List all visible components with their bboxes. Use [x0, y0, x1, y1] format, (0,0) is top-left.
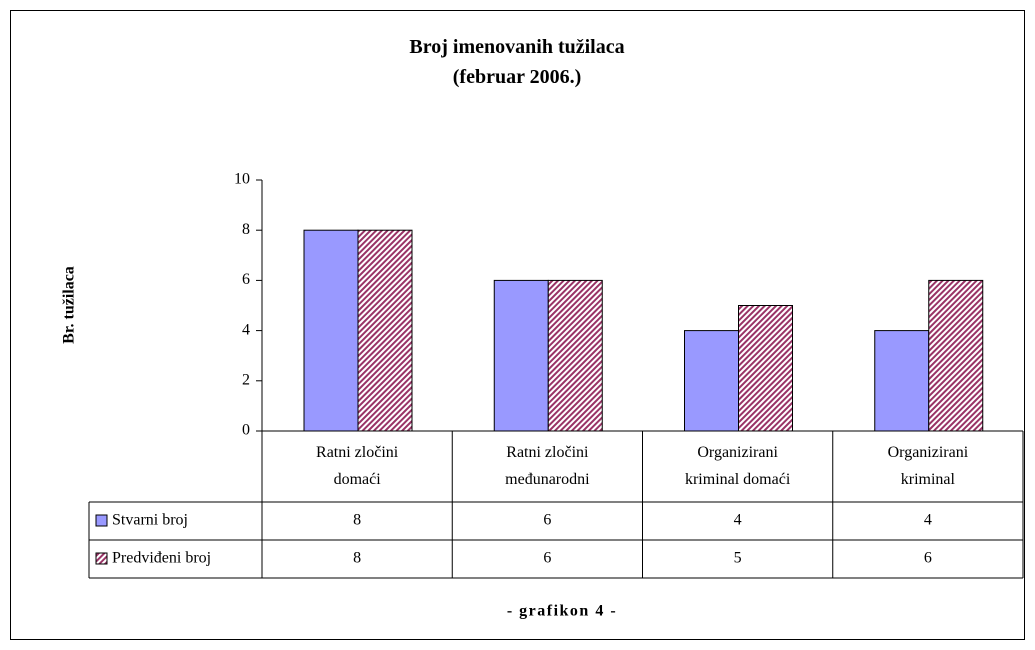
table-cell: 4	[924, 512, 932, 529]
bar	[928, 279, 984, 432]
legend-swatch	[95, 514, 108, 527]
legend-swatch	[95, 552, 108, 565]
table-cell: 6	[543, 512, 551, 529]
bar	[684, 330, 739, 432]
bar	[547, 279, 603, 432]
x-tick-label: Ratni zločini domaći	[316, 444, 399, 488]
y-tick-label: 0	[242, 422, 250, 439]
chart-title: Broj imenovanih tužilaca (februar 2006.)	[409, 36, 624, 88]
bar	[357, 229, 413, 432]
y-axis-label: Br. tužilaca	[61, 266, 78, 344]
bar	[874, 330, 930, 432]
table-cell: 6	[924, 550, 932, 567]
y-tick-label: 4	[242, 321, 250, 338]
y-tick-label: 8	[242, 221, 250, 238]
bar	[738, 305, 793, 432]
table-cell: 8	[353, 550, 361, 567]
x-tick-label: Organizirani kriminal	[888, 444, 969, 488]
legend-label: Predviđeni broj	[112, 550, 211, 567]
footer: - grafikon 4 -	[507, 603, 617, 620]
x-tick-label: Ratni zločini međunarodni	[505, 444, 590, 488]
x-tick-label: Organizirani kriminal domaći	[685, 444, 791, 488]
table-cell: 5	[734, 550, 742, 567]
y-tick-label: 6	[242, 271, 250, 288]
bar	[493, 279, 549, 432]
legend-label: Stvarni broj	[112, 512, 188, 529]
table-cell: 4	[734, 512, 742, 529]
table-cell: 8	[353, 512, 361, 529]
table-cell: 6	[543, 550, 551, 567]
y-tick-label: 10	[234, 171, 250, 188]
y-tick-label: 2	[242, 371, 250, 388]
bar	[303, 229, 359, 432]
